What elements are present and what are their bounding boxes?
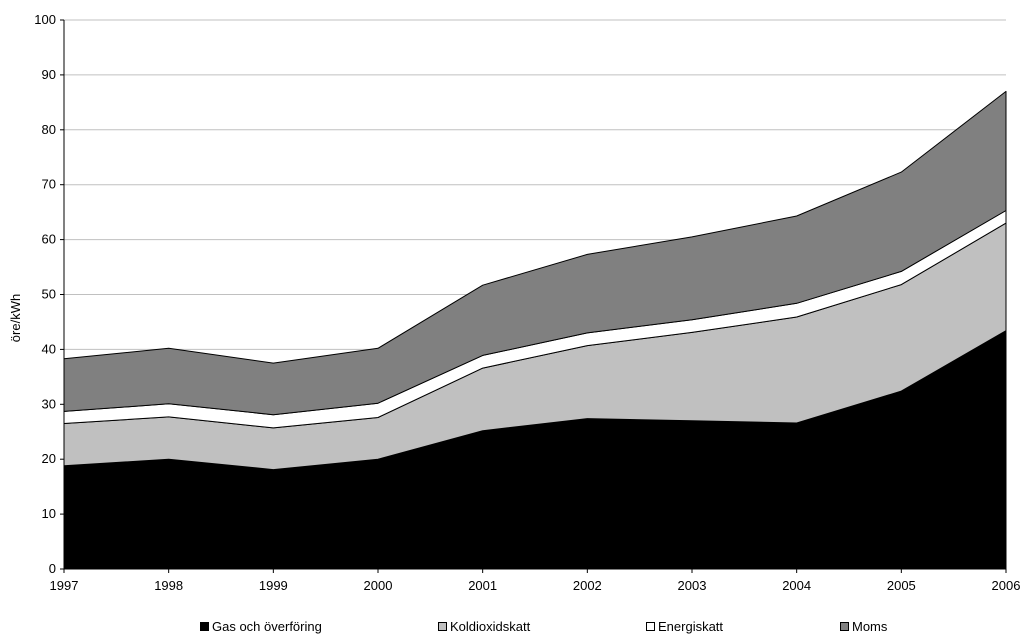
legend-label-3: Energiskatt bbox=[658, 619, 724, 634]
area-series-4 bbox=[63, 90, 1007, 416]
x-tick-label-1998: 1998 bbox=[154, 578, 183, 593]
y-tick-label-0: 0 bbox=[49, 561, 56, 576]
y-axis-label: öre/kWh bbox=[8, 294, 23, 342]
y-tick-label-100: 100 bbox=[34, 12, 56, 27]
legend-swatch-3 bbox=[646, 622, 655, 631]
legend-item-2: Koldioxidskatt bbox=[438, 619, 530, 634]
x-tick-label-2006: 2006 bbox=[992, 578, 1021, 593]
y-tick-label-70: 70 bbox=[42, 177, 56, 192]
x-tick-label-2000: 2000 bbox=[364, 578, 393, 593]
legend-label-2: Koldioxidskatt bbox=[450, 619, 531, 634]
legend-item-1: Gas och överföring bbox=[200, 619, 322, 634]
legend-swatch-1 bbox=[200, 622, 209, 631]
y-tick-labels: 0 10 20 30 40 50 60 70 80 90 100 bbox=[34, 12, 56, 576]
x-tick-label-1997: 1997 bbox=[50, 578, 79, 593]
x-tick-label-2001: 2001 bbox=[468, 578, 497, 593]
x-tick-label-2004: 2004 bbox=[782, 578, 811, 593]
legend-swatch-2 bbox=[438, 622, 447, 631]
y-tick-label-40: 40 bbox=[42, 341, 56, 356]
x-tick-label-2002: 2002 bbox=[573, 578, 602, 593]
y-tick-label-30: 30 bbox=[42, 396, 56, 411]
legend-item-3: Energiskatt bbox=[646, 619, 723, 634]
x-tick-label-2003: 2003 bbox=[678, 578, 707, 593]
y-tick-label-20: 20 bbox=[42, 451, 56, 466]
legend-label-1: Gas och överföring bbox=[212, 619, 322, 634]
x-tick-label-2005: 2005 bbox=[887, 578, 916, 593]
y-tick-label-60: 60 bbox=[42, 232, 56, 247]
y-tick-label-10: 10 bbox=[42, 506, 56, 521]
axes bbox=[60, 19, 1007, 573]
x-tick-label-1999: 1999 bbox=[259, 578, 288, 593]
chart-legend: Gas och överföring Koldioxidskatt Energisk… bbox=[0, 619, 1022, 635]
y-tick-label-90: 90 bbox=[42, 67, 56, 82]
legend-label-4: Moms bbox=[852, 619, 888, 634]
legend-swatch-4 bbox=[840, 622, 849, 631]
legend-item-4: Moms bbox=[840, 619, 887, 634]
x-tick-labels: 1997 1998 1999 2000 2001 2002 2003 2004 2005 2006 bbox=[50, 578, 1021, 593]
y-tick-label-50: 50 bbox=[42, 287, 56, 302]
area-series-group bbox=[63, 90, 1007, 570]
y-tick-label-80: 80 bbox=[42, 122, 56, 137]
